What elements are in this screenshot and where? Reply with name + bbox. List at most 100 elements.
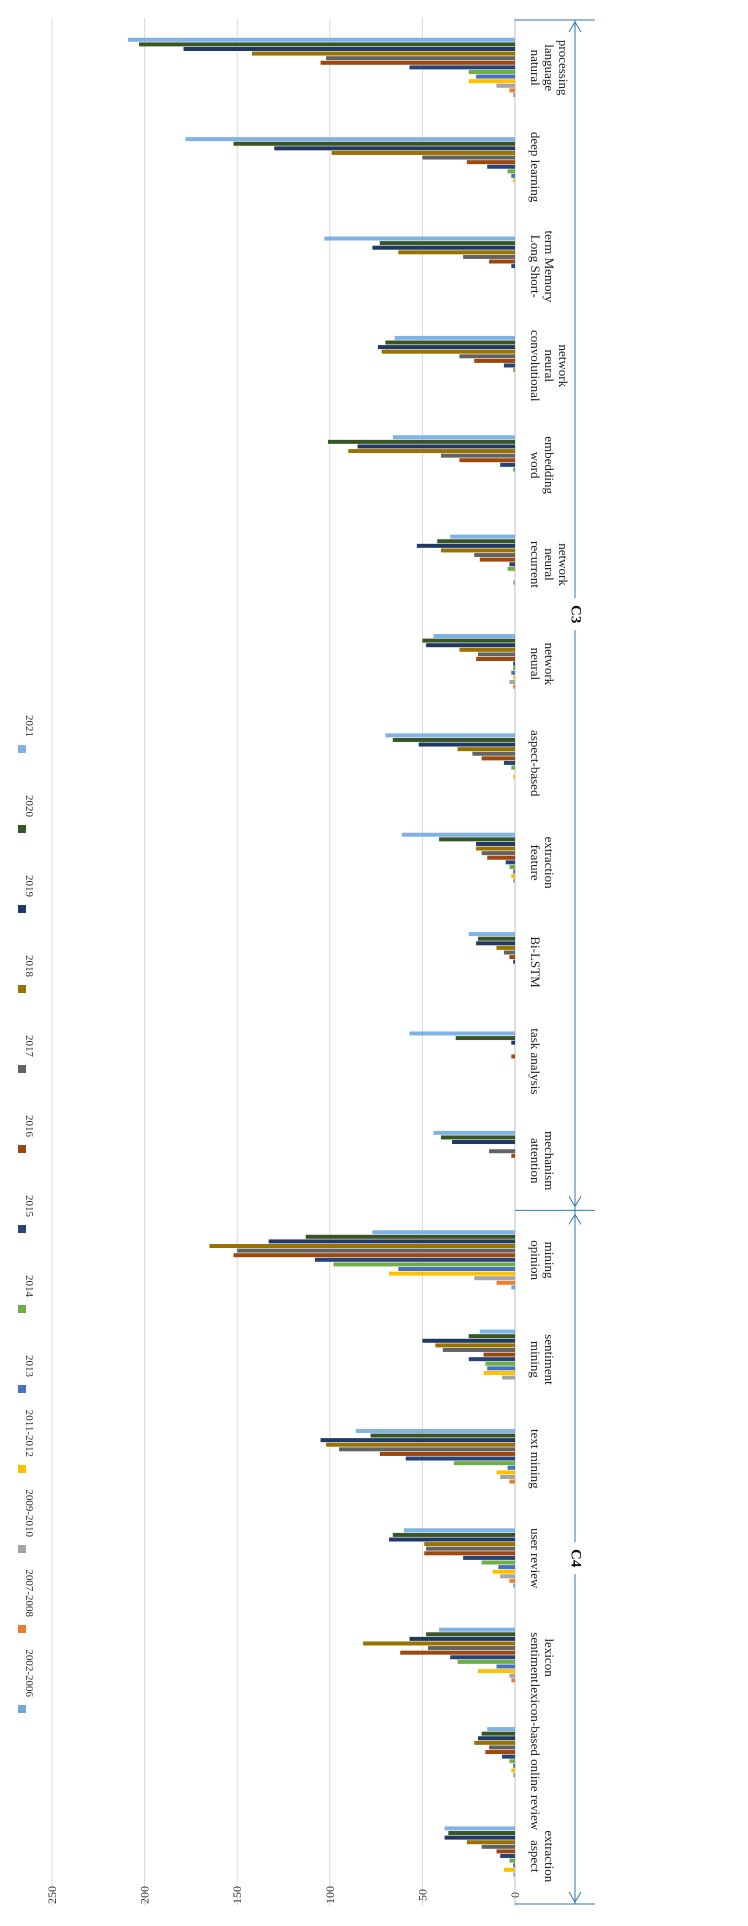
bar [513,1863,515,1868]
bar [324,236,515,241]
bar [424,1551,515,1556]
category-label: sentiment [528,1632,543,1683]
bar [485,1750,515,1755]
legend-swatch [18,1705,26,1713]
bar [507,1465,515,1470]
bar [453,1461,515,1466]
category-label: Long Short- [528,235,543,298]
bar [513,467,515,472]
category-labels: natural language processing deep learning Lo… [528,40,571,1883]
bar [513,368,515,373]
bar [252,51,516,56]
bar [481,851,515,856]
bar [426,1546,515,1551]
legend-label: 2021 [23,715,35,737]
legend-swatch [18,745,26,753]
bar [509,562,515,567]
bar [409,65,515,70]
category-label: recurrent [528,541,543,588]
legend-swatch [18,1145,26,1153]
category-label: deep learning [528,132,543,203]
bar [511,173,515,178]
bar [511,874,515,879]
bar [496,1849,515,1854]
category-label: extraction [542,1830,557,1882]
bar [305,1234,515,1239]
bar [437,539,515,544]
bar [500,1474,515,1479]
bar [509,955,515,960]
category-label: embedding [542,436,557,494]
bar [455,1036,515,1041]
bar [433,633,515,638]
bar [500,1574,515,1579]
bar [468,69,515,74]
bar [487,1366,515,1371]
bar [363,1641,515,1646]
bar [422,1338,515,1343]
bar [139,42,515,47]
bar [474,1740,515,1745]
bar [394,335,515,340]
bar [422,155,515,160]
legend-swatch [18,905,26,913]
bar [509,88,515,93]
legend-label: 2020 [23,795,35,818]
bar [513,959,515,964]
bar [496,83,515,88]
bar [503,1867,515,1872]
bar [314,1257,515,1262]
bar [355,1428,515,1433]
bar [440,1135,515,1140]
legend-label: 2002-2006 [23,1649,35,1697]
bar [468,79,515,84]
category-label: convolutional [528,330,543,402]
bar [448,1831,515,1836]
category-label: extraction [542,837,557,889]
bar [511,670,515,675]
bar [268,1239,515,1244]
bar [409,1636,515,1641]
bar [457,747,515,752]
bar [392,737,515,742]
bar [487,855,515,860]
bar [185,137,515,142]
legend-label: 2019 [23,875,35,898]
bar [513,666,515,671]
category-label: user review [528,1528,543,1589]
bar [468,1334,515,1339]
bar [468,1357,515,1362]
category-label: mechanism [542,1131,557,1190]
bar [509,1578,515,1583]
tick-label: 100 [323,1886,337,1904]
bar [509,1858,515,1863]
bar [476,846,515,851]
bar [481,1731,515,1736]
bar [459,354,515,359]
bar [424,1542,515,1547]
bar [440,548,515,553]
group-label: C3 [568,605,584,623]
bar [487,164,515,169]
bar [379,1451,515,1456]
bar [502,1754,515,1759]
bar [357,444,515,449]
bar [511,1040,515,1045]
bar [372,245,515,250]
bracket-arrow [568,1213,582,1225]
bar [476,941,515,946]
category-label: aspect [528,1840,543,1873]
legend-swatch [18,1545,26,1553]
bar [274,146,515,151]
bar [385,733,515,738]
bar [339,1447,515,1452]
category-label: natural [528,50,543,86]
bar [472,751,515,756]
bar [513,92,515,97]
bar-marks [127,37,516,1877]
bar [496,1664,515,1669]
bar [320,60,515,65]
bar [237,1248,515,1253]
bar [513,684,515,689]
